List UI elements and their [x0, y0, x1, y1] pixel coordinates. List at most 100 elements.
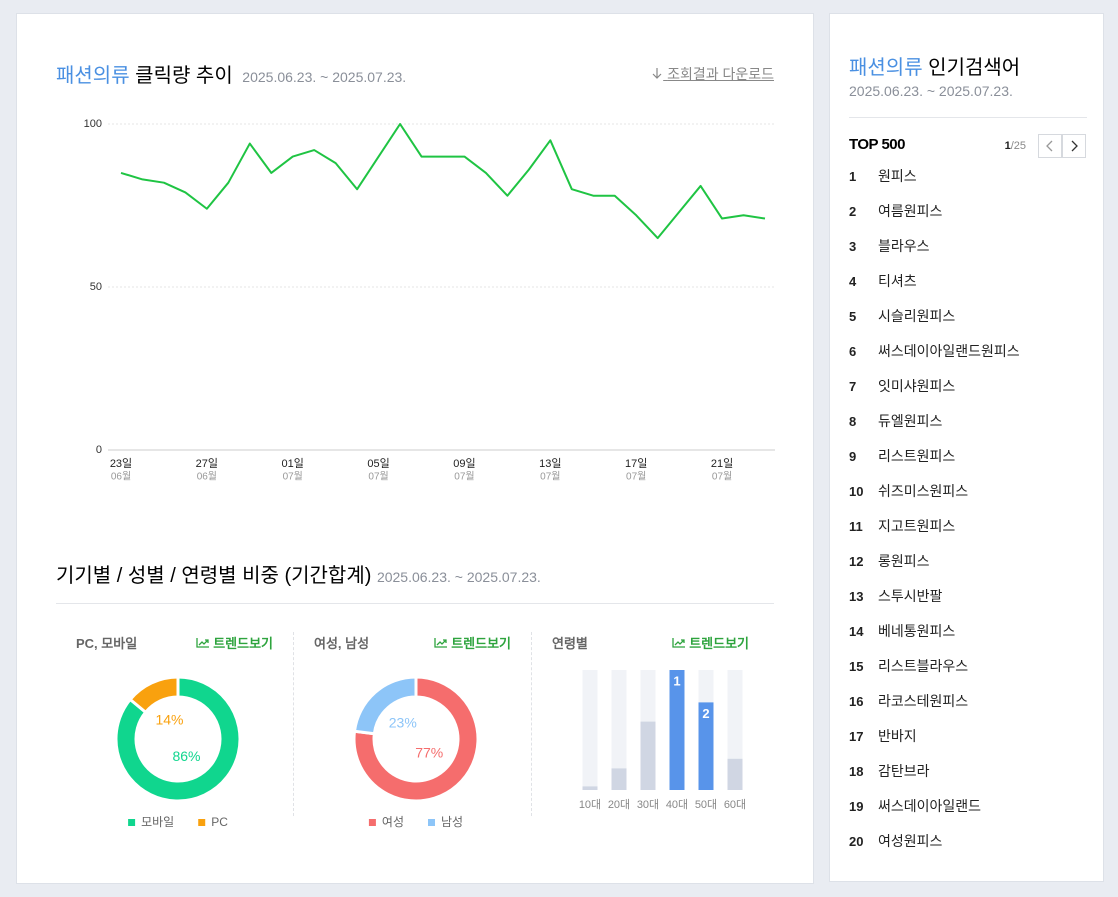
- keyword[interactable]: 여름원피스: [878, 203, 943, 219]
- trend-text[interactable]: 트렌드보기: [451, 636, 511, 651]
- chevron: [1046, 140, 1053, 152]
- keyword[interactable]: 티셔츠: [878, 273, 917, 289]
- title: 클릭량 추이: [135, 65, 233, 87]
- keyword[interactable]: 라코스테원피스: [878, 693, 969, 709]
- trend-icon: [671, 638, 685, 648]
- rank: 10: [849, 484, 864, 499]
- ranking-row: 13 스투시반팔: [849, 586, 942, 606]
- trend-icon: [433, 638, 447, 648]
- rank: 2: [849, 204, 857, 219]
- rank: 16: [849, 694, 864, 709]
- keyword[interactable]: 베네통원피스: [878, 623, 956, 639]
- ranking-row: 7 잇미샤원피스: [849, 376, 955, 396]
- ranking-row: 18 감탄브라: [849, 761, 930, 781]
- rank: 20: [849, 834, 864, 849]
- title-row: 패션의류 클릭량 추이 2025.06.23. ~ 2025.07.23.: [56, 59, 406, 88]
- section-title-row: 기기별 / 성별 / 연령별 비중 (기간합계) 2025.06.23. ~ 2…: [56, 559, 541, 588]
- ranking-row: 1 원피스: [849, 166, 917, 186]
- ranking-row: 6 써스데이아일랜드원피스: [849, 341, 1020, 361]
- keyword[interactable]: 반바지: [878, 728, 917, 744]
- rank: 5: [849, 309, 857, 324]
- ranking-row: 5 시슬리원피스: [849, 306, 955, 326]
- trend-text[interactable]: 트렌드보기: [213, 636, 273, 651]
- ranking-row: 14 베네통원피스: [849, 621, 955, 641]
- keyword[interactable]: 써스데이아일랜드: [878, 798, 982, 814]
- title: 인기검색어: [928, 57, 1021, 79]
- ranking-date: 2025.06.23. ~ 2025.07.23.: [849, 83, 1013, 99]
- rank: 11: [849, 519, 863, 534]
- ranking-row: 11 지고트원피스: [849, 516, 955, 536]
- rank: 18: [849, 764, 864, 779]
- top-label: TOP 500: [849, 136, 906, 153]
- ranking-row: 8 듀엘원피스: [849, 411, 942, 431]
- rank: 12: [849, 554, 864, 569]
- trend-link[interactable]: 트렌드보기: [433, 633, 511, 652]
- ranking-row: 2 여름원피스: [849, 201, 942, 221]
- rank: 13: [849, 589, 864, 604]
- card-title: 연령별: [552, 636, 588, 651]
- rank: 3: [849, 239, 857, 254]
- ranking-title-row: 패션의류 인기검색어: [849, 51, 1020, 80]
- ranking-row: 15 리스트블라우스: [849, 656, 968, 676]
- ranking-row: 20 여성원피스: [849, 831, 942, 851]
- card-title: PC, 모바일: [76, 636, 138, 651]
- ranking-row: 19 써스데이아일랜드: [849, 796, 981, 816]
- separator: [849, 117, 1087, 118]
- rank: 4: [849, 274, 857, 289]
- trend-link[interactable]: 트렌드보기: [671, 633, 749, 652]
- title-highlight: 패션의류: [849, 57, 923, 79]
- keyword[interactable]: 감탄브라: [878, 763, 930, 779]
- ranking-row: 10 쉬즈미스원피스: [849, 481, 968, 501]
- keyword[interactable]: 시슬리원피스: [878, 308, 956, 324]
- title-highlight: 패션의류: [56, 65, 130, 87]
- section-date: 2025.06.23. ~ 2025.07.23.: [376, 569, 541, 585]
- trend-link[interactable]: 트렌드보기: [195, 633, 273, 652]
- card-title: 여성, 남성: [314, 636, 370, 651]
- trend-text[interactable]: 트렌드보기: [689, 636, 749, 651]
- download-text[interactable]: 조회결과 다운로드: [667, 66, 774, 82]
- rank: 6: [849, 344, 857, 359]
- ranking-row: 4 티셔츠: [849, 271, 917, 291]
- keyword[interactable]: 쉬즈미스원피스: [878, 483, 969, 499]
- keyword[interactable]: 스투시반팔: [878, 588, 943, 604]
- keyword[interactable]: 블라우스: [878, 238, 930, 254]
- keyword[interactable]: 원피스: [878, 168, 917, 184]
- keyword[interactable]: 지고트원피스: [878, 518, 956, 534]
- ranking-row: 17 반바지: [849, 726, 917, 746]
- prev-button[interactable]: [1038, 134, 1062, 158]
- current-page: 1: [1004, 140, 1011, 152]
- rank: 7: [849, 379, 857, 394]
- rank: 17: [849, 729, 864, 744]
- ranking-row: 12 롱원피스: [849, 551, 930, 571]
- page-total: /25: [1010, 140, 1026, 152]
- download-link[interactable]: 조회결과 다운로드: [651, 64, 774, 84]
- divider: [293, 632, 294, 816]
- date-range: 2025.06.23. ~ 2025.07.23.: [242, 69, 407, 85]
- rank: 14: [849, 624, 864, 639]
- download-icon: [652, 68, 662, 79]
- keyword[interactable]: 리스트원피스: [878, 448, 956, 464]
- section-title: 기기별 / 성별 / 연령별 비중 (기간합계): [56, 565, 372, 587]
- keyword[interactable]: 잇미샤원피스: [878, 378, 956, 394]
- next-button[interactable]: [1062, 134, 1086, 158]
- chevron: [1071, 140, 1078, 152]
- keyword[interactable]: 롱원피스: [878, 553, 930, 569]
- separator: [56, 603, 774, 604]
- ranking-row: 3 블라우스: [849, 236, 930, 256]
- ranking-row: 9 리스트원피스: [849, 446, 955, 466]
- keyword[interactable]: 듀엘원피스: [878, 413, 943, 429]
- rank: 1: [849, 169, 857, 184]
- trend-panel: [16, 13, 814, 884]
- rank: 19: [849, 799, 864, 814]
- divider: [531, 632, 532, 816]
- keyword[interactable]: 여성원피스: [878, 833, 943, 849]
- trend-icon: [195, 638, 209, 648]
- ranking-row: 16 라코스테원피스: [849, 691, 968, 711]
- keyword[interactable]: 리스트블라우스: [878, 658, 969, 674]
- rank: 15: [849, 659, 864, 674]
- rank: 8: [849, 414, 857, 429]
- pagination: 1/25: [1005, 140, 1026, 152]
- keyword[interactable]: 써스데이아일랜드원피스: [878, 343, 1020, 359]
- rank: 9: [849, 449, 857, 464]
